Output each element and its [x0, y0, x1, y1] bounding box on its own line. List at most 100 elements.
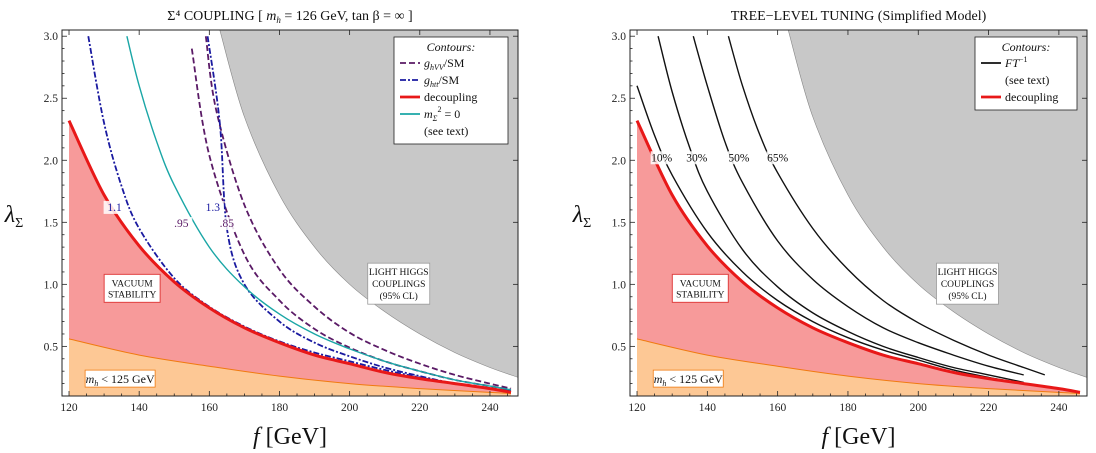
- light-higgs-label: LIGHT HIGGS COUPLINGS(95% CL): [367, 262, 431, 305]
- legend-entry-1: ghVV/SM: [424, 56, 465, 72]
- vacuum-label-line: VACUUM: [112, 279, 154, 289]
- x-tick-label-3: 180: [839, 402, 857, 414]
- legend-entry-3: decoupling: [1005, 90, 1058, 104]
- contour-label-bg: [650, 151, 673, 165]
- contour-label-4: .85: [220, 218, 235, 230]
- vacuum-label-line: STABILITY: [108, 290, 156, 300]
- legend-entry-2: ghtt/SM: [424, 73, 459, 89]
- mh-bound-label: mh < 125 GeV: [84, 369, 156, 388]
- y-axis-label: λΣ: [572, 202, 592, 231]
- mh-bound-line: [68, 338, 512, 394]
- y-tick-label-2: 1.5: [612, 217, 627, 229]
- contour-label-bg: [170, 217, 193, 231]
- mh-bound-region: [637, 338, 1080, 396]
- x-axis-label: f [GeV]: [253, 424, 327, 450]
- light-higgs-label: LIGHT HIGGS COUPLINGS(95% CL): [936, 262, 999, 305]
- x-tick-label-2: 160: [201, 402, 219, 414]
- legend: Contours:FT−1 (see text) decoupling: [974, 36, 1078, 111]
- y-tick-label-3: 2.0: [612, 155, 627, 167]
- plot-area: 10% 30% 50% 65%: [635, 30, 1087, 396]
- y-tick-label-0: 0.5: [44, 341, 59, 353]
- contour-label-bg: [201, 200, 224, 214]
- legend-title: Contours:: [1002, 40, 1051, 54]
- chart-title: TREE−LEVEL TUNING (Simplified Model): [731, 9, 987, 24]
- mh-bound-label-text: mh < 125 GeV: [86, 372, 155, 388]
- x-tick-label-6: 240: [1050, 402, 1068, 414]
- mh-bound-line: [636, 338, 1081, 394]
- legend-box: [974, 36, 1078, 111]
- light-higgs-label-line: LIGHT HIGGS: [938, 268, 998, 278]
- contour-label-2: 30%: [686, 152, 708, 164]
- legend-entry-2: (see text): [1005, 73, 1049, 87]
- legend-entry-3: decoupling: [424, 90, 477, 104]
- x-tick-label-6: 240: [481, 402, 499, 414]
- mh-bound-label-text: mh < 125 GeV: [654, 372, 723, 388]
- plot-frame: [629, 29, 1088, 397]
- series-line-2: [657, 36, 1024, 384]
- y-tick-label-0: 0.5: [612, 341, 627, 353]
- series-line-2: [204, 36, 512, 390]
- label-box: [652, 369, 724, 388]
- series-line-3: [692, 36, 1024, 376]
- contour-label-3: 1.3: [206, 202, 221, 214]
- contour-label-bg: [727, 151, 750, 165]
- label-box: [103, 273, 161, 303]
- mh-bound-label: mh < 125 GeV: [652, 369, 724, 388]
- series-line-4: [206, 36, 512, 392]
- series-line-1: [636, 85, 1024, 385]
- light-higgs-label-line: COUPLINGS: [372, 280, 425, 290]
- legend-entry-5: (see text): [424, 124, 468, 138]
- label-box: [84, 369, 156, 388]
- vacuum-stability-region: [69, 120, 511, 396]
- light-higgs-label-line: (95% CL): [948, 291, 986, 302]
- x-tick-label-5: 220: [411, 402, 429, 414]
- plot-frame: [61, 29, 519, 397]
- y-tick-label-4: 2.5: [612, 93, 627, 105]
- legend-title: Contours:: [427, 40, 476, 54]
- x-tick-label-4: 200: [910, 402, 928, 414]
- contour-label-bg: [685, 151, 708, 165]
- light-higgs-region: [787, 30, 1087, 396]
- legend-box: [393, 36, 509, 145]
- chart-title: Σ⁴ COUPLING [ mh = 126 GeV, tan β = ∞ ]: [167, 9, 412, 25]
- y-tick-label-4: 2.5: [44, 93, 59, 105]
- y-tick-label-1: 1.0: [44, 279, 59, 291]
- x-tick-label-2: 160: [769, 402, 787, 414]
- contour-label-3: 50%: [728, 152, 750, 164]
- series-line-4: [727, 36, 1046, 376]
- x-axis-label: f [GeV]: [822, 424, 896, 450]
- label-box: [936, 262, 999, 305]
- light-higgs-label-line: COUPLINGS: [941, 280, 994, 290]
- x-tick-label-1: 140: [131, 402, 149, 414]
- label-box: [367, 262, 431, 305]
- y-tick-label-3: 2.0: [44, 155, 59, 167]
- vacuum-label-line: VACUUM: [680, 279, 722, 289]
- decoupling-line: [67, 119, 512, 394]
- mh-bound-region: [69, 338, 511, 396]
- x-tick-label-3: 180: [271, 402, 289, 414]
- contour-label-2: .95: [174, 218, 189, 230]
- y-tick-label-1: 1.0: [612, 279, 627, 291]
- contour-label-bg: [103, 200, 126, 214]
- x-tick-label-0: 120: [60, 402, 78, 414]
- vacuum-label-line: STABILITY: [676, 290, 724, 300]
- contour-label-bg: [766, 151, 789, 165]
- y-tick-label-2: 1.5: [44, 217, 59, 229]
- contour-label-4: 65%: [767, 152, 789, 164]
- y-tick-label-5: 3.0: [612, 31, 627, 43]
- y-axis-label: λΣ: [4, 202, 24, 231]
- x-tick-label-5: 220: [980, 402, 998, 414]
- y-tick-label-5: 3.0: [44, 31, 59, 43]
- contour-label-1: 10%: [651, 152, 673, 164]
- contour-label-1: 1.1: [107, 202, 122, 214]
- light-higgs-label-line: LIGHT HIGGS: [369, 268, 429, 278]
- light-higgs-label-line: (95% CL): [380, 291, 418, 302]
- legend-entry-4: mΣ2 = 0: [424, 105, 460, 123]
- contour-label-bg: [215, 217, 238, 231]
- x-tick-label-1: 140: [699, 402, 717, 414]
